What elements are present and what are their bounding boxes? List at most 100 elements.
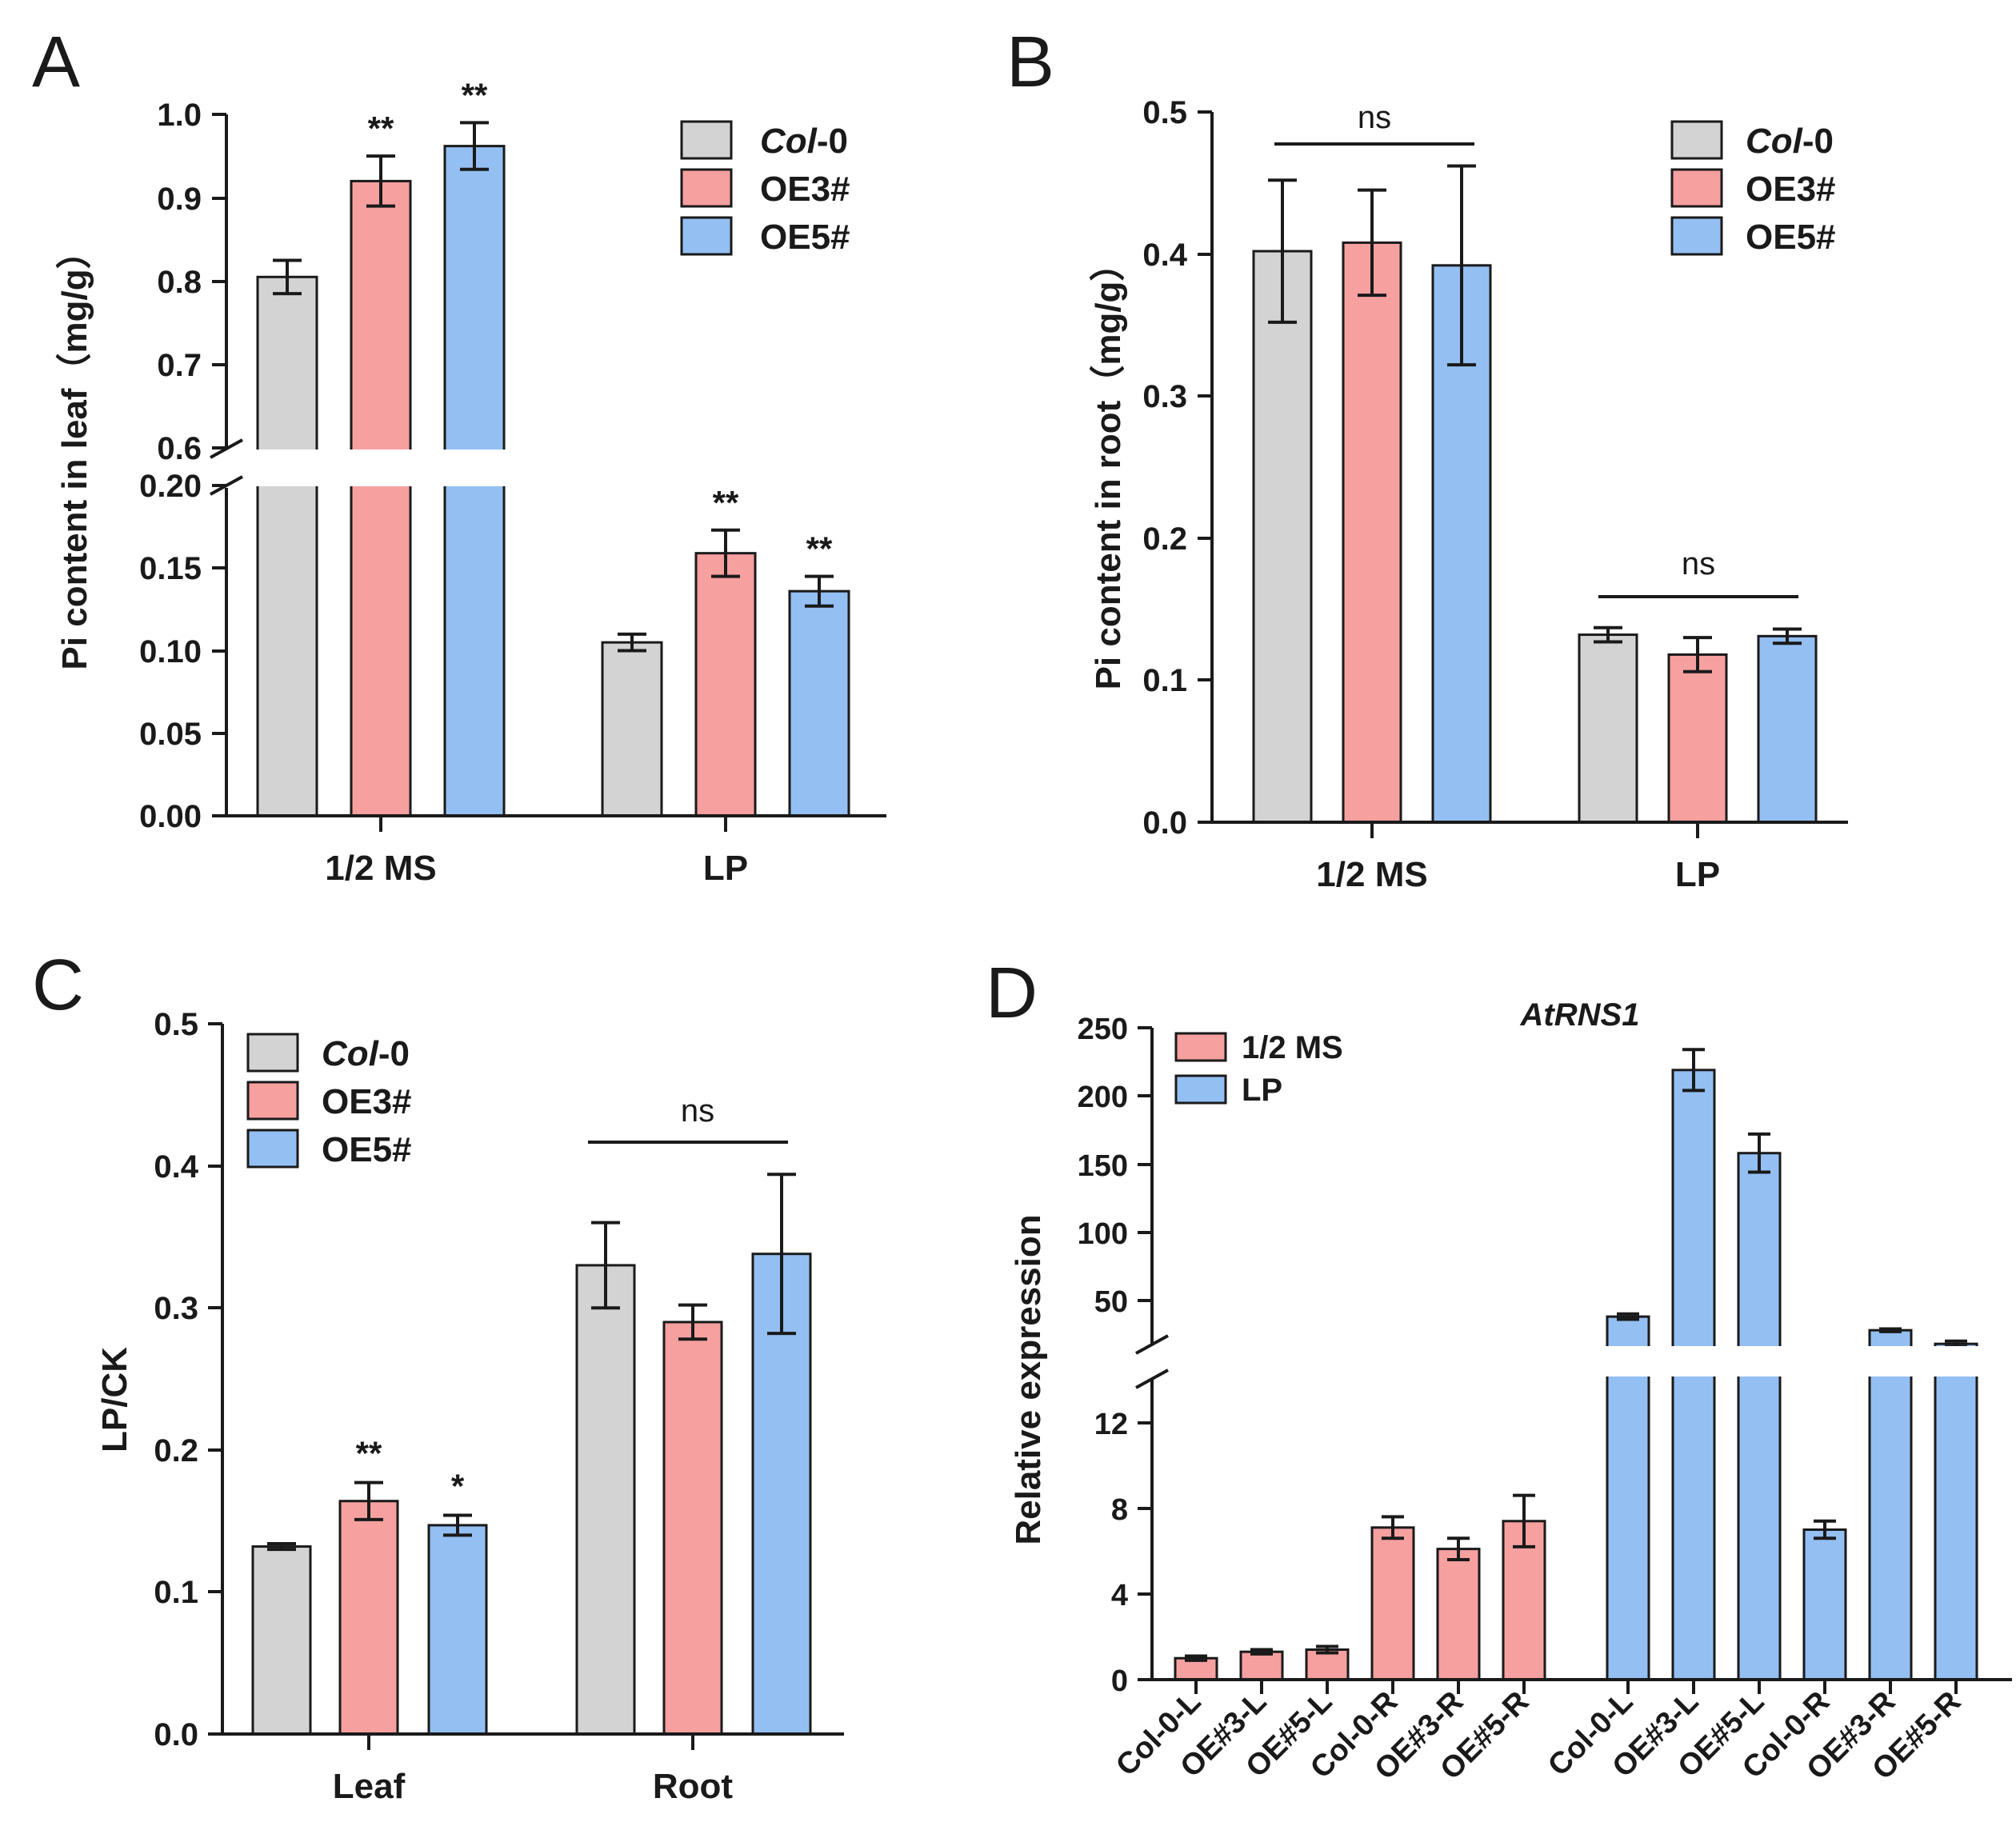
legend-label-lp: LP [1242, 1073, 1282, 1108]
panel-b-letter: B [1006, 22, 1054, 102]
panel-a-ylabel: Pi content in leaf（mg/g） [55, 234, 94, 669]
bar-lp-2 [1737, 1152, 1782, 1681]
panel-a-letter: A [32, 22, 80, 102]
bar-oe5-1 [788, 589, 850, 817]
panel-d-title: AtRNS1 [1520, 997, 1640, 1033]
error-bar [1382, 1515, 1404, 1540]
panel-a: A Pi content in leaf（mg/g） ******** 0.6 … [32, 22, 886, 888]
bar-ms-3 [1370, 1526, 1415, 1681]
panel-b-ns-label: ns [1682, 546, 1715, 581]
panel-c-xtick-label: Leaf [333, 1767, 406, 1806]
error-bar [1617, 1312, 1639, 1321]
bar-ms-1 [1239, 1650, 1284, 1681]
error-bar [1316, 1644, 1338, 1655]
error-bar [805, 574, 834, 608]
axis-break-gap [1157, 1346, 2009, 1376]
bar-oe3-1 [694, 552, 757, 817]
significance-label: ** [462, 76, 488, 114]
panel-b-legend: Col-0 OE3# OE5# [1670, 120, 1836, 257]
bar-lp-0 [1606, 1315, 1650, 1681]
panel-a-xtick-label: 1/2 MS [325, 849, 436, 888]
panel-a-ytick: 0.8 [157, 265, 202, 300]
error-bar [591, 1221, 620, 1310]
bar-oe5-0 [427, 1524, 488, 1736]
panel-b: B Pi content in root（mg/g） 0.0 0.1 0.2 0… [1006, 22, 1848, 894]
panel-a-ytick: 0.6 [157, 431, 202, 466]
bar-lp-4 [1868, 1329, 1913, 1681]
panel-d-ytick: 250 [1078, 1013, 1128, 1046]
legend-label-oe5: OE5# [1746, 218, 1836, 257]
legend-label-oe3: OE3# [760, 170, 850, 209]
panel-b-ytick: 0.2 [1142, 521, 1187, 557]
panel-d-ytick: 8 [1111, 1493, 1128, 1527]
bar-oe3-1 [662, 1321, 723, 1736]
bar-oe3-0 [1342, 241, 1402, 824]
panel-d-ytick: 50 [1094, 1285, 1128, 1319]
error-bar [1447, 1536, 1470, 1561]
significance-label: * [451, 1467, 465, 1504]
legend-label-oe5: OE5# [760, 218, 850, 257]
panel-a-ytick: 0.7 [157, 348, 202, 383]
legend-swatch-oe5 [1670, 216, 1723, 256]
legend-swatch-ms [1174, 1032, 1227, 1062]
significance-label: ** [368, 110, 394, 147]
error-bar [1447, 164, 1476, 367]
panel-a-ytick: 0.00 [139, 799, 202, 834]
panel-d-ytick: 4 [1111, 1579, 1128, 1612]
panel-d: D AtRNS1 Relative expression 50 100 150 … [986, 953, 2012, 1786]
panel-c-ylabel: LP/CK [95, 1347, 134, 1452]
panel-a-ytick: 1.0 [157, 98, 202, 133]
panel-a-ytick: 0.15 [139, 551, 202, 586]
panel-a-ytick: 0.10 [139, 634, 202, 669]
bar-oe3-1 [1667, 653, 1728, 824]
bar-ms-4 [1436, 1548, 1481, 1681]
panel-c-xtick-label: Root [653, 1767, 734, 1806]
legend-label-ms: 1/2 MS [1242, 1030, 1343, 1065]
legend-swatch-col0 [246, 1033, 299, 1073]
panel-c-ytick: 0.2 [154, 1433, 198, 1468]
bar-col-0-1 [601, 641, 663, 817]
error-bar [711, 528, 740, 578]
panel-d-ytick: 0 [1111, 1664, 1128, 1698]
panel-b-ns-label: ns [1358, 100, 1391, 135]
error-bar [1268, 178, 1297, 324]
error-bar [1773, 627, 1802, 645]
legend-swatch-oe3 [1670, 168, 1723, 208]
bar-oe3-0 [338, 1500, 399, 1736]
error-bar [1185, 1654, 1207, 1662]
legend-swatch-col0 [680, 120, 733, 160]
error-bar [1748, 1132, 1770, 1174]
panel-a-legend: Col-0 OE3# OE5# [680, 120, 850, 257]
panel-c-ytick: 0.0 [154, 1717, 198, 1752]
panel-d-ytick: 150 [1078, 1149, 1128, 1183]
legend-swatch-oe3 [246, 1081, 299, 1121]
panel-d-break-mark-2 [1135, 1369, 1169, 1389]
panel-c-letter: C [32, 945, 84, 1025]
bar-col-0-0 [251, 1545, 312, 1736]
panel-c: C LP/CK *** 0.0 0.1 0.2 0.3 0.4 0.5 Leaf… [32, 945, 844, 1806]
panel-a-xtick-label: LP [703, 849, 748, 888]
panel-d-ytick: 12 [1094, 1408, 1128, 1441]
bar-lp-5 [1934, 1342, 1978, 1681]
panel-c-legend: Col-0 OE3# OE5# [246, 1033, 412, 1169]
bar-col-0-1 [1578, 633, 1638, 824]
error-bar [1250, 1648, 1273, 1656]
legend-label-col0: Col-0 [1746, 122, 1834, 161]
panel-b-ytick: 0.1 [1142, 663, 1187, 698]
legend-swatch-oe3 [680, 168, 733, 208]
error-bar [618, 632, 646, 653]
panel-a-ytick: 0.05 [139, 717, 202, 752]
panel-d-break-mark-1 [1135, 1334, 1169, 1355]
panel-c-ytick: 0.4 [154, 1149, 198, 1185]
panel-b-xtick-label: 1/2 MS [1316, 855, 1427, 894]
bar-lp-3 [1802, 1528, 1847, 1681]
legend-label-col0: Col-0 [322, 1034, 410, 1073]
error-bar [1358, 188, 1386, 298]
error-bar [767, 1173, 796, 1336]
bar-oe3-0 [350, 179, 412, 817]
error-bar [1594, 625, 1622, 644]
panel-c-ytick: 0.5 [154, 1007, 198, 1042]
significance-label: ** [713, 484, 739, 521]
panel-b-ytick: 0.3 [1142, 379, 1187, 414]
